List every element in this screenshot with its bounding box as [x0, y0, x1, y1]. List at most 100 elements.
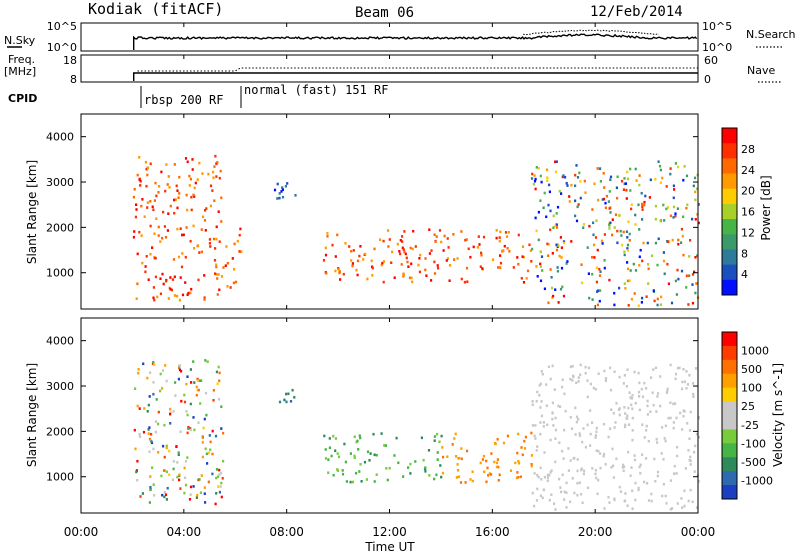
- heatmap-cell: [574, 173, 577, 177]
- heatmap-cell: [628, 391, 631, 394]
- heatmap-cell: [651, 391, 654, 395]
- heatmap-cell: [652, 368, 655, 371]
- colorbar-swatch: [722, 173, 737, 190]
- heatmap-cell: [358, 254, 361, 258]
- heatmap-cell: [591, 467, 594, 470]
- heatmap-cell: [163, 423, 166, 427]
- heatmap-cell: [442, 249, 445, 252]
- heatmap-cell: [501, 249, 504, 253]
- heatmap-cell: [539, 279, 543, 283]
- heatmap-cell: [676, 445, 679, 449]
- heatmap-cell: [448, 264, 452, 267]
- heatmap-cell: [667, 416, 670, 420]
- heatmap-cell: [401, 240, 404, 243]
- heatmap-cell: [198, 251, 201, 254]
- heatmap-cell: [192, 360, 195, 363]
- heatmap-cell: [626, 261, 629, 264]
- heatmap-cell: [193, 186, 196, 190]
- heatmap-cell: [233, 268, 236, 271]
- heatmap-cell: [641, 423, 644, 426]
- heatmap-cell: [165, 446, 168, 450]
- heatmap-cell: [185, 410, 188, 413]
- heatmap-cell: [686, 203, 689, 207]
- heatmap-cell: [634, 167, 637, 171]
- heatmap-cell: [582, 226, 585, 229]
- heatmap-cell: [680, 269, 684, 273]
- heatmap-cell: [535, 265, 538, 268]
- heatmap-cell: [676, 454, 679, 458]
- heatmap-cell: [673, 472, 676, 475]
- heatmap-cell: [680, 497, 683, 500]
- heatmap-cell: [612, 476, 615, 479]
- heatmap-cell: [159, 277, 162, 280]
- heatmap-cell: [685, 387, 688, 390]
- heatmap-cell: [595, 266, 598, 270]
- heatmap-cell: [211, 189, 214, 192]
- heatmap-cell: [541, 372, 544, 376]
- heatmap-cell: [682, 368, 685, 371]
- heatmap-cell: [338, 270, 341, 273]
- heatmap-cell: [595, 426, 598, 430]
- heatmap-cell: [356, 273, 359, 277]
- heatmap-cell: [657, 237, 660, 241]
- heatmap-cell: [154, 420, 158, 423]
- heatmap-cell: [555, 248, 559, 252]
- heatmap-cell: [520, 277, 523, 280]
- heatmap-cell: [482, 454, 485, 458]
- heatmap-cell: [669, 214, 672, 218]
- heatmap-cell: [540, 255, 544, 258]
- colorbar-tick-label: 1000: [741, 345, 769, 358]
- heatmap-cell: [696, 213, 699, 216]
- heatmap-cell: [159, 372, 162, 376]
- heatmap-cell: [665, 502, 668, 505]
- heatmap-cell: [517, 459, 520, 463]
- heatmap-cell: [215, 492, 218, 495]
- heatmap-cell: [204, 209, 207, 212]
- heatmap-cell: [344, 460, 347, 464]
- heatmap-cell: [189, 291, 192, 295]
- heatmap-cell: [584, 372, 587, 375]
- heatmap-cell: [342, 272, 345, 276]
- heatmap-cell: [171, 278, 175, 281]
- heatmap-cell: [457, 475, 461, 479]
- heatmap-cell: [441, 471, 445, 475]
- heatmap-cell: [353, 435, 356, 439]
- heatmap-cell: [626, 504, 629, 507]
- heatmap-cell: [575, 164, 578, 167]
- heatmap-cell: [559, 486, 562, 489]
- noise-search-line: [523, 29, 659, 36]
- heatmap-cell: [220, 495, 223, 499]
- heatmap-cell: [599, 466, 602, 470]
- heatmap-cell: [624, 499, 627, 503]
- heatmap-cell: [356, 259, 360, 263]
- heatmap-cell: [174, 381, 177, 384]
- heatmap-cell: [563, 498, 566, 501]
- freq-tick-lo: 8: [70, 73, 77, 86]
- heatmap-cell: [165, 279, 168, 283]
- heatmap-cell: [600, 239, 603, 243]
- heatmap-cell: [446, 237, 449, 240]
- heatmap-cell: [135, 469, 138, 472]
- heatmap-cell: [540, 180, 543, 184]
- heatmap-cell: [196, 494, 199, 497]
- heatmap-cell: [531, 403, 534, 407]
- heatmap-cell: [197, 421, 200, 424]
- heatmap-cell: [594, 468, 597, 472]
- heatmap-cell: [209, 184, 213, 188]
- heatmap-cell: [145, 167, 148, 171]
- heatmap-cell: [331, 243, 334, 247]
- heatmap-cell: [383, 444, 386, 447]
- heatmap-cell: [626, 267, 630, 271]
- heatmap-cell: [553, 502, 556, 505]
- heatmap-cell: [688, 429, 692, 432]
- heatmap-cell: [161, 272, 164, 276]
- heatmap-cell: [576, 469, 579, 473]
- heatmap-cell: [638, 381, 641, 385]
- heatmap-cell: [618, 286, 621, 290]
- freq-label-2: [MHz]: [4, 65, 36, 78]
- heatmap-cell: [197, 278, 200, 282]
- heatmap-cell: [533, 504, 536, 508]
- heatmap-cell: [548, 243, 551, 246]
- heatmap-cell: [209, 204, 212, 208]
- colorbar-swatch: [722, 457, 737, 472]
